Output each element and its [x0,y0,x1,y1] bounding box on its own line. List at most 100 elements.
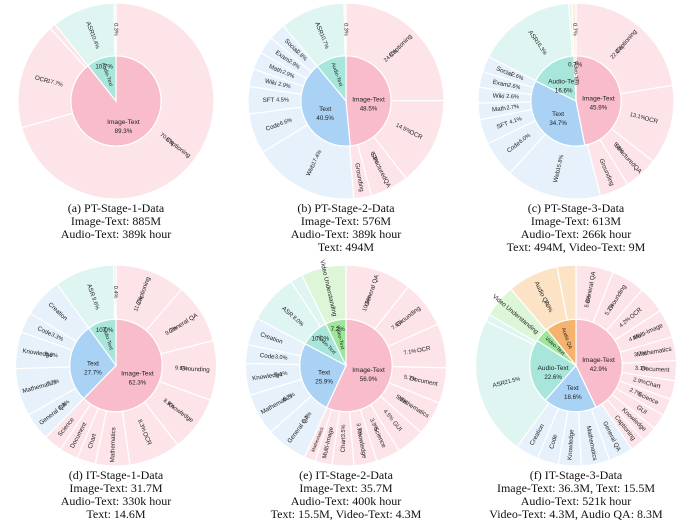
caption-f-line-2: Image-Text: 36.3M, Text: 15.5M [496,481,656,495]
caption-c-line-1: (c) PT-Stage-3-Data [527,201,625,215]
inner-segment-video-text-3 [324,318,347,366]
inner-label-text-1: Text [87,360,99,367]
inner-label-text-1: Text [319,106,331,113]
outer-label-asr-14: ASR [85,283,96,298]
outer-value-6: 4.5% [276,97,289,103]
outer-value-5: 3.1% [635,366,648,373]
caption-b-line-1: (b) PT-Stage-2-Data [297,201,395,215]
inner-label-video-text-3: Video-Text [334,325,345,351]
outer-value-6: 4.1% [509,116,523,126]
outer-value-14: 3.0% [274,354,287,361]
caption-c-line-4: Text: 494M, Video-Text: 9M [506,240,646,254]
outer-value-3: 5.7% [403,374,417,382]
outer-label-grounding-3: Grounding [353,163,365,193]
outer-value-4: 8.3% [136,419,146,433]
outer-value-2: 9.6% [175,365,188,372]
inner-value-image-text-0: 48.5% [360,105,378,112]
outer-value-12: 6.7% [282,392,296,403]
outer-label-mathematics-5: Mathematics [109,427,117,462]
outer-value-4: 15.8% [556,154,566,171]
inner-segment-image-text-0 [325,318,393,413]
outer-value-9: 2.6% [507,83,521,92]
outer-value-3: 10.4% [89,33,100,50]
caption-f: (f) IT-Stage-3-Data Image-Text: 36.3M, T… [461,469,691,521]
caption-d-line-4: Text: 14.6M [86,507,146,521]
caption-f-line-1: (f) IT-Stage-3-Data [529,468,623,482]
caption-a-line-1: (a) PT-Stage-1-Data [67,201,165,215]
outer-label-chart-6: Chart [87,433,98,450]
outer-value-11: 5.9% [45,352,59,360]
caption-a: (a) PT-Stage-1-Data Image-Text: 885M Aud… [1,202,231,241]
outer-value-6: 2.9% [632,377,646,386]
inner-value-audio-text-2: 16.6% [555,88,573,95]
caption-b: (b) PT-Stage-2-Data Image-Text: 576M Aud… [231,202,461,254]
inner-value-video-text-3: 0.7% [568,61,583,68]
inner-value-text-1: 18.6% [564,394,582,401]
caption-f-line-3: Audio-Text: 521k hour [520,494,632,508]
inner-segment-text-1 [300,65,351,147]
outer-value-4: 0.3% [112,23,118,36]
inner-label-text-1: Text [552,111,564,118]
outer-label-document-5: Document [641,365,670,373]
outer-value-11: 10.7% [318,33,329,50]
caption-d-line-1: (d) IT-Stage-1-Data [68,468,164,482]
inner-label-image-text-0: Image-Text [352,367,385,374]
outer-value-14: 9.6% [90,297,100,311]
outer-value-1: 17.7% [46,78,63,88]
inner-value-image-text-0: 42.9% [590,366,608,373]
inner-segment-audio-text-1 [87,55,117,103]
outer-label-ocr-1: OCR [34,74,50,85]
inner-label-text-1: Text [318,369,330,376]
inner-segment-image-text-0 [82,318,163,413]
outer-label-exam-9: Exam [492,79,509,89]
inner-segment-video-text-3 [573,55,577,102]
inner-segment-image-text-0 [345,55,392,147]
caption-b-line-4: Text: 494M [317,240,375,254]
inner-label-image-text-0: Image-Text [121,371,154,378]
outer-label-code-5: Code [265,121,282,133]
panel-d: Captioning 11.3% General QA 9.7% Grounding 9.… [1,262,231,527]
outer-label-asr-16: ASR [492,379,507,389]
outer-value-0: 5.8% [584,294,592,308]
outer-label-ocr-2: OCR [416,345,431,355]
outer-label-grounding-2: Grounding [181,365,211,373]
inner-value-text-1: 34.7% [549,120,567,127]
inner-value-text-1: 25.9% [315,378,333,385]
inner-value-text-1: 40.5% [316,115,334,122]
inner-value-text-1: 27.7% [84,369,102,376]
outer-value-4: 5.5% [395,394,409,406]
outer-label-knowledge-13: Knowledge [252,371,284,382]
outer-label-math-7: Math [492,105,507,113]
inner-value-audio-text-2: 10.0% [96,327,114,334]
outer-value-15: 0.4% [112,286,118,299]
inner-value-audio-text-1: 10.7% [95,63,113,70]
outer-value-1: 9.7% [165,325,179,337]
outer-value-0: 10.6% [362,295,373,312]
caption-c-line-2: Image-Text: 613M [530,214,622,228]
outer-value-7: 2.7% [506,104,519,111]
caption-d-line-2: Image-Text: 31.7M [69,481,163,495]
outer-label-wiki-8: Wiki [493,93,505,101]
inner-label-image-text-0: Image-Text [582,95,615,102]
inner-value-image-text-0: 45.9% [590,104,608,111]
outer-value-1: 13.1% [629,112,646,122]
outer-label-ocr-1: OCR [644,115,660,125]
outer-value-6: 3.9% [368,418,379,432]
caption-b-line-3: Audio-Text: 389k hour [290,227,402,241]
panel-b: Captioning 24.8% OCR 14.5% StructuredQA 6.3% G… [231,0,461,265]
outer-value-7: 3.7% [355,423,363,437]
outer-value-12: 3.3% [50,332,64,343]
inner-label-text-1: Text [567,385,579,392]
outer-label-sft-6: SFT [263,97,275,104]
outer-value-13: 0.7% [571,23,577,36]
caption-b-line-2: Image-Text: 576M [300,214,392,228]
outer-label-sft-6: SFT [496,120,510,130]
outer-label-knowledge-11: Knowledge [22,348,54,360]
outer-label-asr-11: ASR [313,21,324,36]
inner-value-audio-text-2: 22.6% [544,374,562,381]
outer-label-wiki-7: Wiki [264,78,277,88]
caption-a-line-3: Audio-Text: 389k hour [60,227,172,241]
sunburst-c: Captioning22.4%OCR13.1%StructuredQA5.6%G… [477,2,675,200]
inner-segment-text-1 [69,327,117,400]
